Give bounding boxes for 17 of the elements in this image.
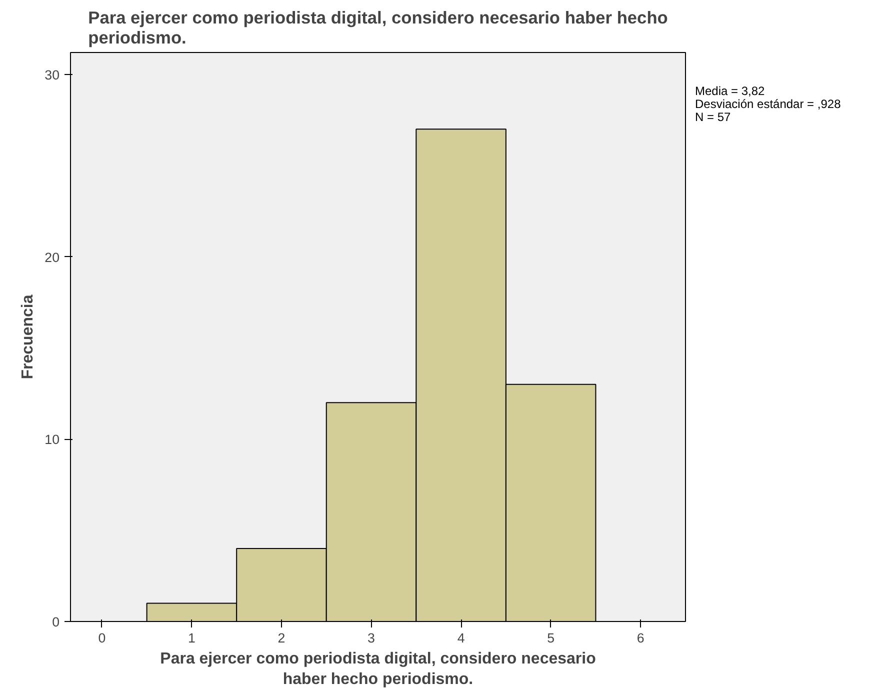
y-tick-label: 30 (44, 67, 60, 82)
text: N = 57 (695, 110, 731, 124)
x-tick-label: 5 (547, 630, 555, 646)
x-tick-label: 1 (188, 630, 196, 646)
x-tick-label: 2 (278, 630, 286, 646)
y-tick-label: 0 (52, 614, 60, 630)
y-tick-label: 10 (44, 432, 60, 448)
y-axis-title: Frecuencia (20, 294, 37, 380)
text: Desviación estándar = ,928 (695, 97, 841, 112)
text: Para ejercer como periodista digital, considero necesario haber hecho periodismo. (160, 650, 596, 688)
x-axis-title: Para ejercer como periodista digital, considero necesario haber hecho periodismo. (88, 8, 668, 48)
x-tick-label: 4 (457, 630, 466, 646)
x-tick-label: 6 (636, 630, 644, 646)
text: Media = 3,82 (695, 84, 765, 98)
y-tick-label: 20 (44, 250, 60, 265)
x-tick-label: 0 (98, 630, 106, 646)
x-tick-label: 3 (368, 630, 375, 646)
